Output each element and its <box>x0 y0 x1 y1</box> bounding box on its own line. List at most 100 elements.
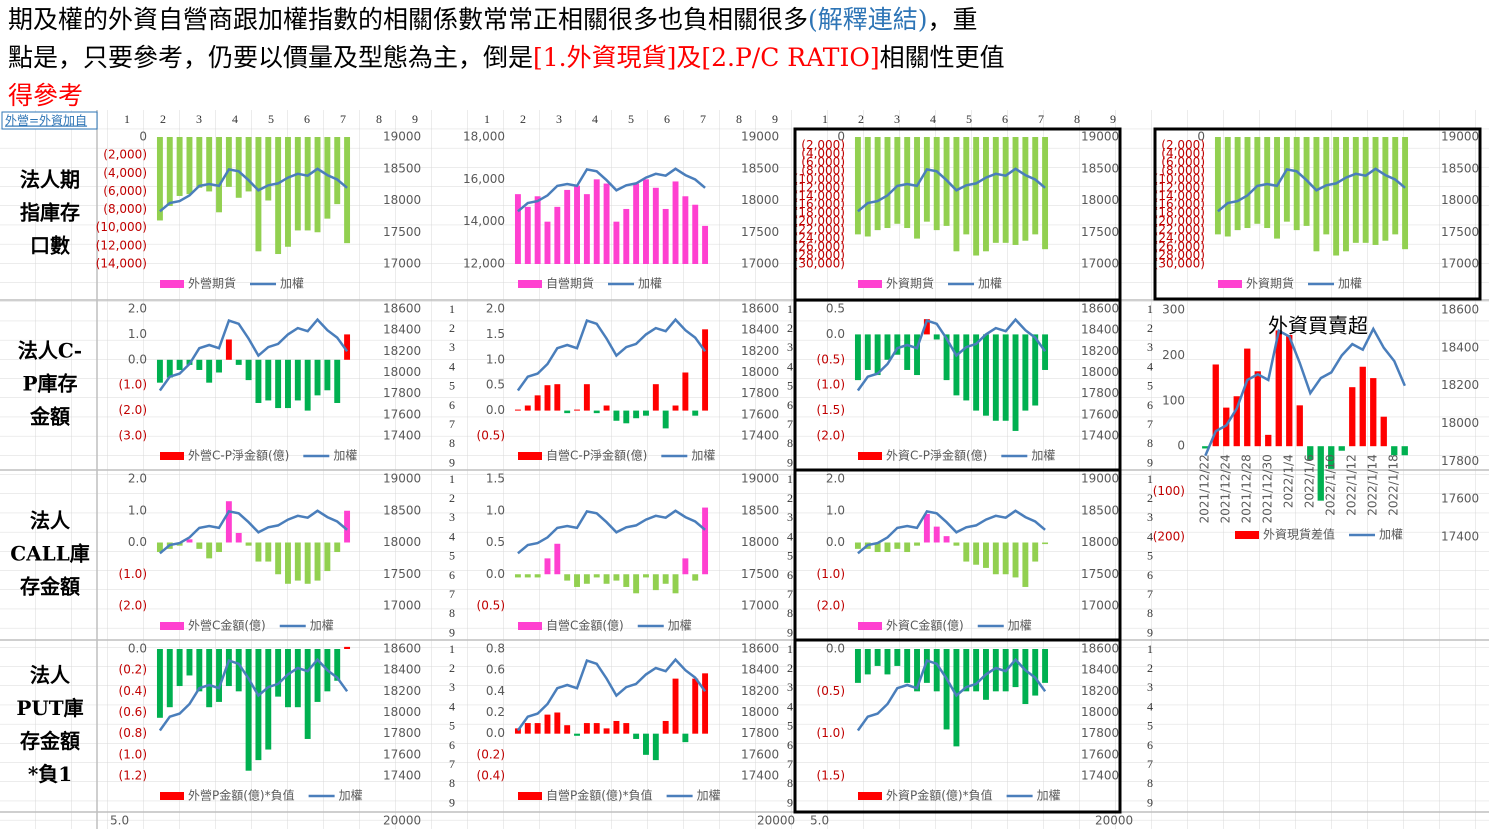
bar <box>574 409 580 411</box>
column-number: 7 <box>340 112 346 126</box>
y-tick-label: 100 <box>1162 393 1185 407</box>
highlight-boxes <box>793 127 1482 814</box>
legend-label: 加權 <box>280 277 304 291</box>
row-label: 金額 <box>29 405 70 429</box>
row-number: 8 <box>1147 606 1153 620</box>
column-number: 4 <box>930 112 936 126</box>
bar <box>1022 649 1029 705</box>
bar <box>574 733 580 736</box>
bar <box>514 728 521 734</box>
bar <box>275 359 282 409</box>
bar <box>1214 137 1221 235</box>
header-line: 期及權的外資自營商跟加權指數的相關係數常常正相關很多也負相關很多(解釋連結)，重 <box>8 5 978 34</box>
row-number: 4 <box>787 529 793 543</box>
y2-tick-label: 18500 <box>1441 161 1479 175</box>
bar <box>265 542 272 562</box>
x-tick-label: 2022/1/6 <box>1303 454 1317 508</box>
bar <box>156 542 163 553</box>
y2-tick-label: 18000 <box>1081 365 1119 379</box>
bar <box>196 542 203 549</box>
bar <box>652 574 659 591</box>
index-line <box>516 317 707 392</box>
bar <box>682 372 689 411</box>
y2-tick-label: 18400 <box>383 663 421 677</box>
bar <box>643 410 649 416</box>
bar <box>275 137 282 255</box>
column-number: 6 <box>304 112 310 126</box>
bar <box>904 137 911 229</box>
column-number: 5 <box>268 112 274 126</box>
bar <box>186 137 193 195</box>
row-number: 7 <box>449 417 455 431</box>
bar <box>186 649 193 676</box>
legend-swatch <box>160 792 184 800</box>
bar <box>874 649 881 666</box>
row-label: 法人 <box>30 509 71 533</box>
row-label: PUT庫 <box>16 696 83 720</box>
row-number: 7 <box>1147 417 1153 431</box>
legend-label: 加權 <box>1037 789 1061 803</box>
legend-label: 外營期貨 <box>188 276 236 291</box>
bar <box>285 649 291 708</box>
bar <box>334 137 341 205</box>
row-number: 5 <box>1147 549 1153 563</box>
bar <box>583 723 590 734</box>
bar <box>206 542 213 559</box>
bar <box>216 359 222 373</box>
y-tick-label: 1.5 <box>486 472 505 486</box>
y-tick-label: 1.0 <box>486 503 505 517</box>
bar <box>294 359 301 401</box>
header-segment: 期及權的外資自營商跟加權指數的相關係數常常正相關很多也負相關很多 <box>8 5 808 34</box>
y2-tick-label: 18000 <box>741 535 779 549</box>
legend-swatch <box>160 452 184 460</box>
bar <box>1254 137 1261 224</box>
header-segment: [1.外資現貨]及[2.P/C RATIO] <box>533 43 880 72</box>
legend-label: 外資期貨 <box>886 276 934 291</box>
legend-swatch <box>858 280 882 288</box>
y-tick-label: 0.0 <box>128 642 147 656</box>
bar <box>992 542 999 575</box>
y2-tick-label: 17600 <box>1441 492 1479 506</box>
y-tick-label: (22,000) <box>794 223 845 237</box>
bar <box>702 507 709 575</box>
bar <box>344 646 351 649</box>
bar <box>1338 446 1345 451</box>
legend-label: 加權 <box>978 277 1002 291</box>
y2-tick-label: 18200 <box>1081 684 1119 698</box>
bar <box>1370 378 1377 447</box>
link-cell[interactable]: 外營=外資加自 <box>5 114 87 128</box>
bar <box>923 513 930 543</box>
column-number: 9 <box>412 112 418 126</box>
bar <box>933 334 940 340</box>
bar <box>166 359 173 378</box>
bar <box>1391 446 1398 456</box>
y-tick-label: 18,000 <box>463 130 505 144</box>
y-tick-label: 0 <box>1177 439 1185 453</box>
row-number: 4 <box>1147 359 1153 373</box>
y-tick-label: (0.5) <box>477 599 505 613</box>
bar <box>1274 137 1280 239</box>
row-number: 5 <box>787 549 793 563</box>
y-tick-label: (0.5) <box>477 429 505 443</box>
bar <box>1333 137 1340 256</box>
bar <box>1042 334 1049 370</box>
bar <box>1022 334 1029 411</box>
bar <box>894 334 901 355</box>
y-tick-label: 0 <box>139 130 147 144</box>
bar <box>245 359 252 381</box>
y-tick-label: (0.5) <box>817 352 845 366</box>
y2-tick-label: 18400 <box>741 323 779 337</box>
bar <box>662 208 669 264</box>
y-tick-label: (12,000) <box>1154 180 1205 194</box>
bar <box>874 542 881 553</box>
y-tick-label: (26,000) <box>794 240 845 254</box>
bar <box>1372 137 1379 245</box>
bar <box>973 649 980 692</box>
y2-tick-label: 18000 <box>741 705 779 719</box>
y-tick-label: (10,000) <box>794 172 845 186</box>
y-tick-label: (18,000) <box>1154 206 1205 220</box>
y-tick-label: 1.0 <box>826 503 845 517</box>
cut-tick-label: 5.0 <box>810 814 829 828</box>
y2-tick-label: 19000 <box>383 130 421 144</box>
bar <box>914 649 920 692</box>
